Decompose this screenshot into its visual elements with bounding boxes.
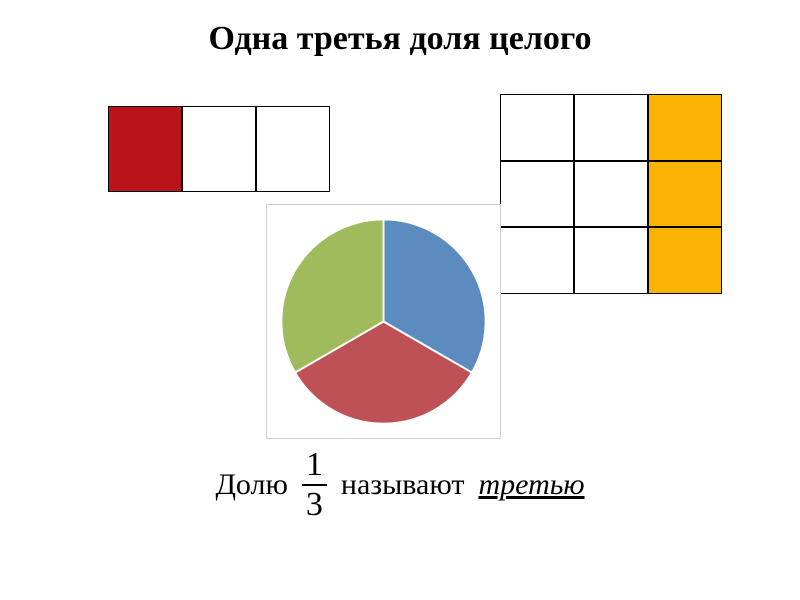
fraction-one-third: 1 3 <box>302 448 327 522</box>
fraction-numerator: 1 <box>302 448 327 484</box>
grid-cell <box>500 161 574 228</box>
grid-cell <box>648 161 722 228</box>
grid-cell <box>648 227 722 294</box>
pie-chart-box <box>266 204 501 439</box>
pie-chart <box>267 205 500 438</box>
rect-cell <box>182 106 256 192</box>
right-grid-3x3 <box>500 94 722 294</box>
rect-cell <box>256 106 330 192</box>
caption-pre: Долю <box>215 468 287 502</box>
fraction-denominator: 3 <box>302 486 327 522</box>
title-text: Одна третья доля целого <box>208 20 591 57</box>
caption-mid: называют <box>341 468 465 502</box>
bottom-caption: Долю 1 3 называют третью <box>180 448 620 522</box>
left-rectangle-thirds <box>108 106 330 192</box>
grid-cell <box>574 227 648 294</box>
page-title: Одна третья доля целого <box>0 20 800 58</box>
rect-cell <box>108 106 182 192</box>
grid-cell <box>574 94 648 161</box>
grid-cell <box>574 161 648 228</box>
grid-cell <box>648 94 722 161</box>
grid-cell <box>500 94 574 161</box>
grid-cell <box>500 227 574 294</box>
caption-post: третью <box>478 468 584 502</box>
